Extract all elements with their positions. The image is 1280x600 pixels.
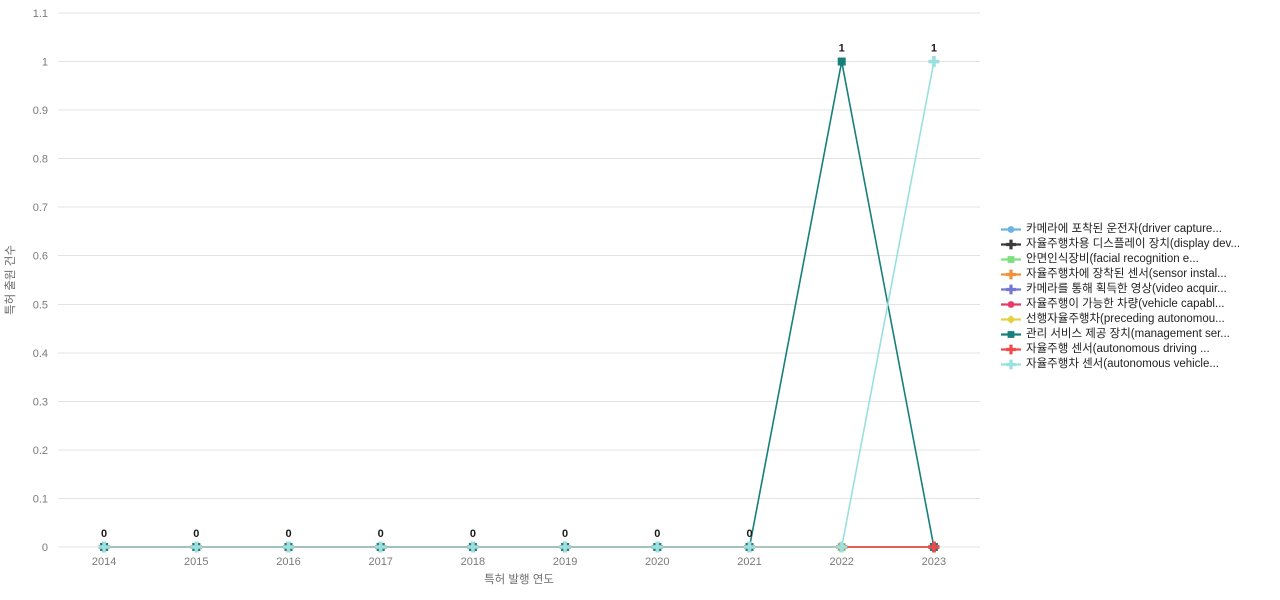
data-point-marker <box>1007 256 1015 263</box>
x-axis-tick-label: 2016 <box>276 556 300 568</box>
legend-marker-icon <box>1000 342 1022 357</box>
legend-item-label: 자율주행 센서(autonomous driving ... <box>1026 343 1210 355</box>
data-point-label: 0 <box>193 528 199 540</box>
legend-item-label: 카메라에 포착된 운전자(driver capture... <box>1026 223 1222 235</box>
legend-item[interactable]: 자율주행차에 장착된 센서(sensor instal... <box>1000 267 1280 282</box>
series-group <box>98 56 940 553</box>
legend-marker-icon <box>1000 222 1022 237</box>
y-axis-tick-label: 0.4 <box>33 348 48 360</box>
data-point-marker <box>1007 331 1015 338</box>
data-point-marker <box>98 541 110 553</box>
data-point-marker <box>559 541 571 553</box>
y-axis-tick-label: 0.3 <box>33 396 48 408</box>
legend-marker-icon <box>1000 297 1022 312</box>
data-point-marker <box>836 541 848 553</box>
data-point-marker <box>928 56 940 68</box>
data-point-label: 0 <box>654 528 660 540</box>
data-point-label: 1 <box>839 43 845 55</box>
y-axis-tick-label: 0.2 <box>33 445 48 457</box>
data-point-marker <box>1006 239 1016 250</box>
data-point-marker <box>1007 301 1015 308</box>
legend-item[interactable]: 카메라에 포착된 운전자(driver capture... <box>1000 222 1280 237</box>
legend-marker-icon <box>1000 327 1022 342</box>
data-point-label: 0 <box>378 528 384 540</box>
x-axis-tick-label: 2023 <box>922 556 946 568</box>
data-point-marker <box>1006 315 1016 324</box>
data-point-marker <box>1006 269 1016 280</box>
legend-item-label: 자율주행이 가능한 차량(vehicle capabl... <box>1026 298 1225 310</box>
data-point-label: 0 <box>285 528 291 540</box>
legend-item-label: 카메라를 통해 획득한 영상(video acquir... <box>1026 283 1227 295</box>
legend-item[interactable]: 안면인식장비(facial recognition e... <box>1000 252 1280 267</box>
legend-item[interactable]: 자율주행이 가능한 차량(vehicle capabl... <box>1000 297 1280 312</box>
legend-marker-icon <box>1000 357 1022 372</box>
x-axis-tick-label: 2017 <box>368 556 392 568</box>
line-chart: 0 0.1 0.2 0.3 0.4 0.5 0.6 0.7 0.8 0.9 1 1.1 2014 2015… <box>3 8 980 586</box>
data-point-marker <box>190 541 202 553</box>
legend-marker-icon <box>1000 267 1022 282</box>
y-axis-tick-label: 0.8 <box>33 154 48 166</box>
legend-marker-icon <box>1000 282 1022 297</box>
data-point-marker <box>467 541 479 553</box>
legend-item-label: 자율주행차에 장착된 센서(sensor instal... <box>1026 268 1227 280</box>
data-point-marker <box>1006 284 1016 295</box>
legend-marker-icon <box>1000 252 1022 267</box>
x-axis-tick-label: 2021 <box>737 556 761 568</box>
data-point-marker <box>283 541 294 553</box>
legend-item-label: 안면인식장비(facial recognition e... <box>1026 253 1199 265</box>
legend-marker-icon <box>1000 237 1022 252</box>
data-point-marker <box>651 541 663 553</box>
legend-item-label: 선행자율주행차(preceding autonomou... <box>1026 313 1225 325</box>
data-point-label: 0 <box>101 528 107 540</box>
y-axis-tick-label: 0.1 <box>33 493 48 505</box>
y-axis-title: 특허 출원 건수 <box>3 245 17 315</box>
legend-marker-icon <box>1000 312 1022 327</box>
data-point-label: 0 <box>746 528 752 540</box>
legend-item-label: 자율주행차용 디스플레이 장치(display dev... <box>1026 238 1241 250</box>
data-point-marker <box>375 541 387 553</box>
y-axis-tick-label: 1.1 <box>33 8 48 20</box>
legend-item[interactable]: 자율주행차 센서(autonomous vehicle... <box>1000 357 1280 372</box>
chart-legend: 카메라에 포착된 운전자(driver capture... 자율주행차용 디스플… <box>1000 222 1280 372</box>
data-point-label: 0 <box>562 528 568 540</box>
data-point-marker <box>1006 359 1016 370</box>
y-axis-tick-label: 1 <box>42 57 48 69</box>
data-point-label: 1 <box>931 43 937 55</box>
x-axis-tick-label: 2014 <box>92 556 116 568</box>
legend-item[interactable]: 카메라를 통해 획득한 영상(video acquir... <box>1000 282 1280 297</box>
chart-area: 0 0.1 0.2 0.3 0.4 0.5 0.6 0.7 0.8 0.9 1 1.1 2014 2015… <box>3 8 980 586</box>
legend-item-label: 자율주행차 센서(autonomous vehicle... <box>1026 358 1219 370</box>
x-axis-tick-label: 2015 <box>184 556 208 568</box>
y-axis-tick-label: 0.7 <box>33 202 48 214</box>
data-point-label: 0 <box>470 528 476 540</box>
data-point-marker <box>1007 226 1015 233</box>
x-axis-tick-label: 2020 <box>645 556 669 568</box>
data-point-marker <box>744 541 755 553</box>
series-line <box>103 60 935 548</box>
legend-item-label: 관리 서비스 제공 장치(management ser... <box>1026 328 1230 340</box>
legend-item[interactable]: 관리 서비스 제공 장치(management ser... <box>1000 327 1280 342</box>
data-point-marker <box>837 57 846 66</box>
x-axis-tick-label: 2018 <box>461 556 485 568</box>
y-axis-tick-label: 0 <box>42 542 48 554</box>
legend-item[interactable]: 자율주행 센서(autonomous driving ... <box>1000 342 1280 357</box>
y-axis-tick-label: 0.9 <box>33 105 48 117</box>
legend-item[interactable]: 자율주행차용 디스플레이 장치(display dev... <box>1000 237 1280 252</box>
x-axis-title: 특허 발행 연도 <box>484 573 554 586</box>
data-point-marker <box>1006 344 1016 355</box>
legend-item[interactable]: 선행자율주행차(preceding autonomou... <box>1000 312 1280 327</box>
y-axis-tick-label: 0.6 <box>33 251 48 263</box>
x-axis-tick-label: 2022 <box>829 556 853 568</box>
data-point-marker <box>928 541 940 553</box>
y-axis-tick-label: 0.5 <box>33 299 48 311</box>
x-axis-tick-label: 2019 <box>553 556 577 568</box>
